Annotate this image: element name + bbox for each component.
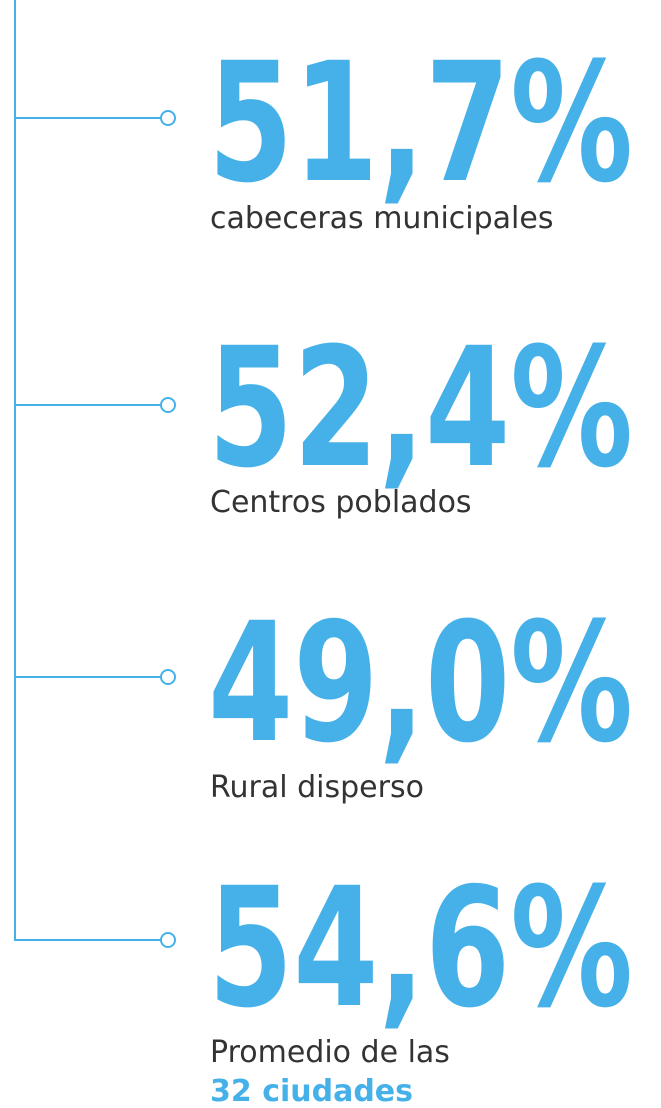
node bbox=[160, 110, 176, 126]
big-number: 49,0% bbox=[208, 587, 633, 779]
big-number: 51,7% bbox=[208, 27, 633, 219]
big-number: 54,6% bbox=[208, 852, 633, 1044]
label-bold: 32 ciudades bbox=[210, 1074, 413, 1108]
label: cabeceras municipales bbox=[210, 201, 553, 236]
node bbox=[160, 397, 176, 413]
label: Promedio de las bbox=[210, 1035, 450, 1070]
big-number: 52,4% bbox=[208, 312, 633, 504]
node bbox=[160, 669, 176, 685]
label: Centros poblados bbox=[210, 485, 472, 520]
node bbox=[160, 932, 176, 948]
label: Rural disperso bbox=[210, 770, 424, 805]
